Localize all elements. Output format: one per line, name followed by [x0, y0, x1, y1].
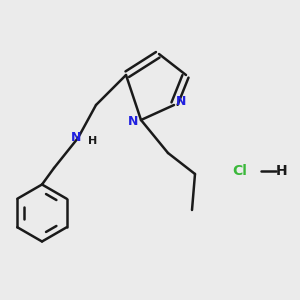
Text: H: H	[276, 164, 288, 178]
Text: N: N	[71, 131, 82, 144]
Text: N: N	[128, 115, 139, 128]
Text: Cl: Cl	[232, 164, 247, 178]
Text: N: N	[176, 95, 186, 108]
Text: H: H	[88, 136, 97, 146]
